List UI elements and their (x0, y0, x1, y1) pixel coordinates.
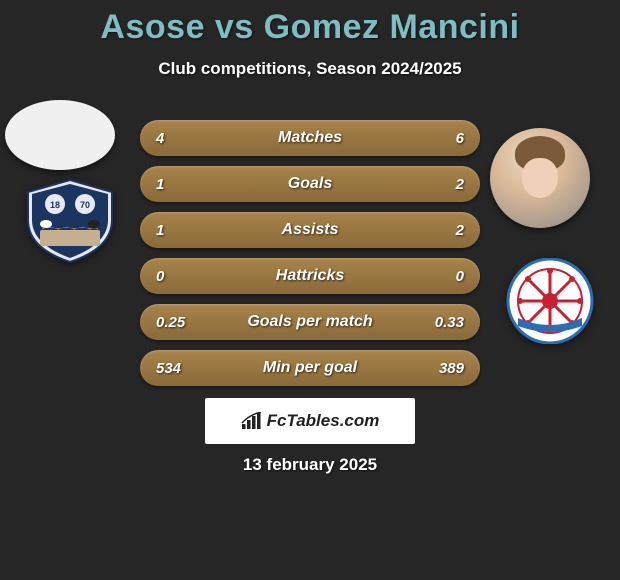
comparison-date: 13 february 2025 (243, 455, 377, 475)
stat-row-goals: 1 Goals 2 (140, 166, 480, 202)
stat-label: Hattricks (276, 267, 344, 285)
comparison-title: Asose vs Gomez Mancini (0, 0, 620, 47)
stat-right-value: 0.33 (435, 314, 464, 331)
stat-right-value: 0 (456, 268, 464, 285)
svg-text:18: 18 (50, 200, 60, 210)
branding-box: FcTables.com (205, 398, 415, 444)
club-badge-right (500, 258, 600, 344)
club-badge-left: 18 70 (20, 178, 120, 264)
stat-left-value: 1 (156, 176, 164, 193)
stat-label: Goals (288, 175, 332, 193)
svg-text:70: 70 (80, 200, 90, 210)
player-left-avatar (5, 100, 115, 170)
stat-row-hattricks: 0 Hattricks 0 (140, 258, 480, 294)
stat-label: Min per goal (263, 359, 357, 377)
stats-container: 4 Matches 6 1 Goals 2 1 Assists 2 0 Hatt… (140, 120, 480, 396)
stat-right-value: 6 (456, 130, 464, 147)
stat-right-value: 2 (456, 222, 464, 239)
stat-row-assists: 1 Assists 2 (140, 212, 480, 248)
stat-left-value: 4 (156, 130, 164, 147)
branding-text: FcTables.com (267, 411, 380, 431)
stat-left-value: 534 (156, 360, 181, 377)
stat-right-value: 2 (456, 176, 464, 193)
stat-label: Matches (278, 129, 342, 147)
stat-row-goals-per-match: 0.25 Goals per match 0.33 (140, 304, 480, 340)
stat-row-min-per-goal: 534 Min per goal 389 (140, 350, 480, 386)
player-right-avatar (490, 128, 590, 228)
stat-left-value: 1 (156, 222, 164, 239)
stat-row-matches: 4 Matches 6 (140, 120, 480, 156)
stat-left-value: 0.25 (156, 314, 185, 331)
stat-right-value: 389 (439, 360, 464, 377)
fctables-logo-icon (241, 412, 263, 430)
stat-label: Goals per match (247, 313, 372, 331)
stat-label: Assists (282, 221, 339, 239)
season-subtitle: Club competitions, Season 2024/2025 (0, 59, 620, 79)
stat-left-value: 0 (156, 268, 164, 285)
